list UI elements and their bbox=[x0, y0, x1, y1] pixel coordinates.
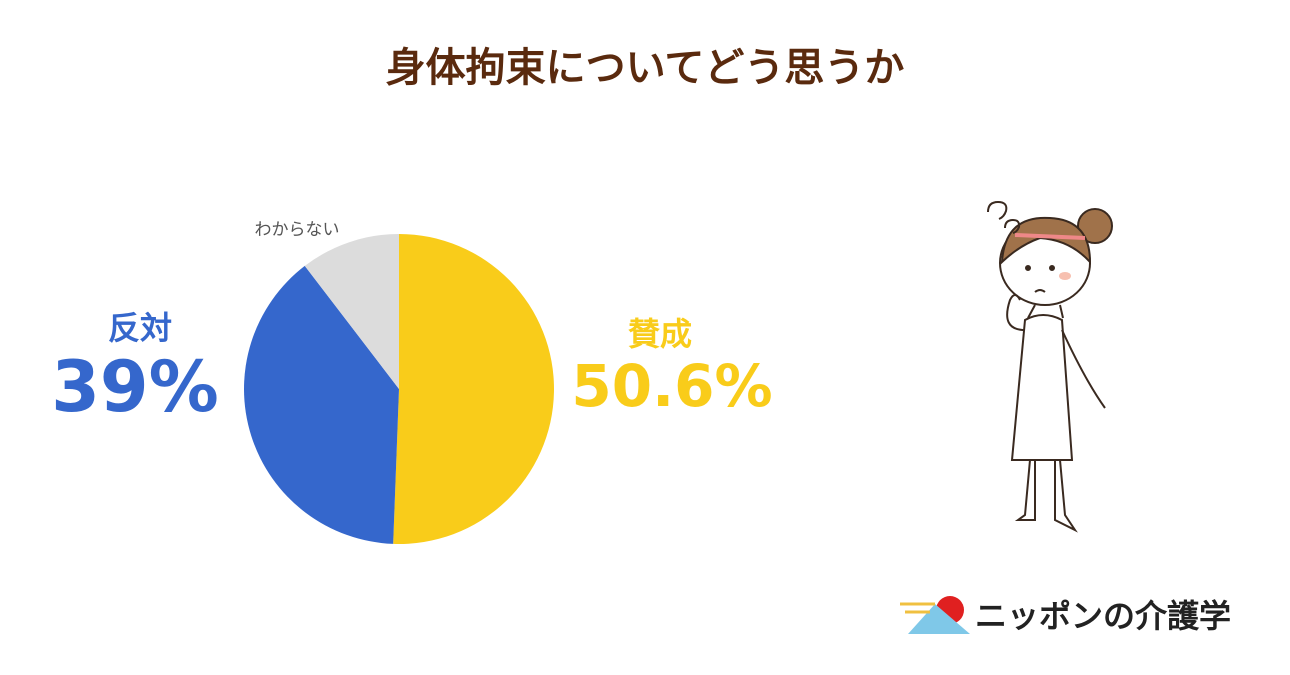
nurse-illustration bbox=[987, 200, 1113, 533]
category-label: 反対 bbox=[108, 309, 172, 347]
category-label: 賛成 bbox=[628, 315, 692, 353]
pie-slice bbox=[393, 234, 554, 545]
chart-title: 身体拘束についてどう思うか bbox=[386, 45, 905, 91]
pie-slice bbox=[244, 265, 399, 544]
logo-mark bbox=[900, 596, 970, 634]
value-label: 39% bbox=[51, 346, 219, 428]
pie-slice bbox=[304, 234, 399, 389]
category-label: わからない bbox=[255, 220, 340, 240]
value-label: 50.6% bbox=[571, 352, 772, 420]
logo-text: ニッポンの介護学 bbox=[975, 597, 1231, 635]
